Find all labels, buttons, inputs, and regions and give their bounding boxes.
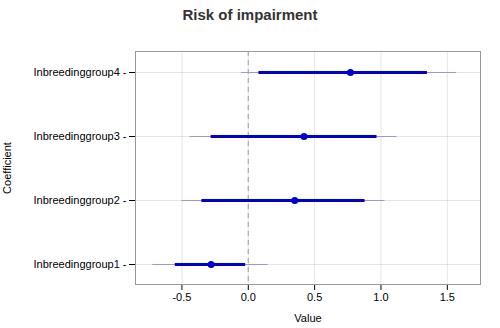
- svg-text:0.5: 0.5: [307, 291, 322, 303]
- svg-text:Inbreedinggroup4 -: Inbreedinggroup4 -: [34, 66, 127, 78]
- svg-text:Inbreedinggroup1 -: Inbreedinggroup1 -: [34, 258, 127, 270]
- html-text:Risk of impairment: Risk of impairment: [182, 6, 318, 23]
- svg-text:0.0: 0.0: [241, 291, 256, 303]
- svg-text:Inbreedinggroup2 -: Inbreedinggroup2 -: [34, 194, 127, 206]
- svg-text:Inbreedinggroup3 -: Inbreedinggroup3 -: [34, 130, 127, 142]
- svg-text:1.0: 1.0: [373, 291, 388, 303]
- svg-text:Value: Value: [294, 312, 321, 324]
- svg-text:1.5: 1.5: [440, 291, 455, 303]
- svg-text:-0.5: -0.5: [172, 291, 191, 303]
- svg-text:Coefficient: Coefficient: [1, 142, 13, 194]
